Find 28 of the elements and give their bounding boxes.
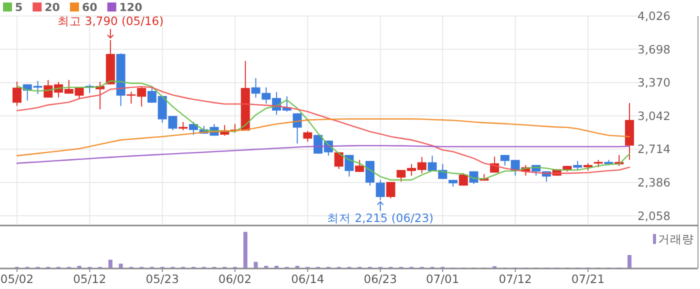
- x-tick-label: 06/23: [364, 272, 397, 286]
- y-tick-label: 3,042: [638, 108, 670, 123]
- bar: [118, 264, 123, 268]
- x-tick-label: 05/02: [0, 272, 34, 286]
- x-tick-label: 07/01: [426, 272, 460, 286]
- y-tick-label: 3,698: [638, 42, 670, 56]
- legend: 거래량: [653, 232, 694, 246]
- y-tick-label: 2,714: [638, 142, 670, 156]
- bar: [243, 232, 248, 268]
- y-tick-label: 4,026: [638, 9, 670, 23]
- x-tick-label: 05/23: [146, 272, 179, 286]
- y-tick-label: 2,386: [638, 175, 670, 190]
- bar: [628, 254, 632, 268]
- x-tick-label: 06/02: [218, 272, 252, 286]
- bar: [254, 262, 258, 268]
- annotation: 최고 3,790 (05/16): [57, 14, 164, 28]
- annotation: 최저 2,215 (06/23): [327, 210, 434, 225]
- x-tick-label: 06/14: [291, 272, 324, 286]
- x-tick-label: 07/21: [571, 272, 605, 286]
- legend-label: 20: [44, 1, 60, 14]
- y-tick-label: 3,370: [638, 76, 670, 90]
- legend-label: 120: [119, 1, 143, 14]
- bar: [108, 260, 112, 268]
- y-tick-label: 2,058: [638, 208, 670, 223]
- x-tick-label: 05/12: [73, 272, 106, 286]
- x-tick-label: 07/12: [498, 272, 532, 286]
- legend-label: 60: [82, 1, 98, 14]
- legend-label: 5: [15, 1, 23, 14]
